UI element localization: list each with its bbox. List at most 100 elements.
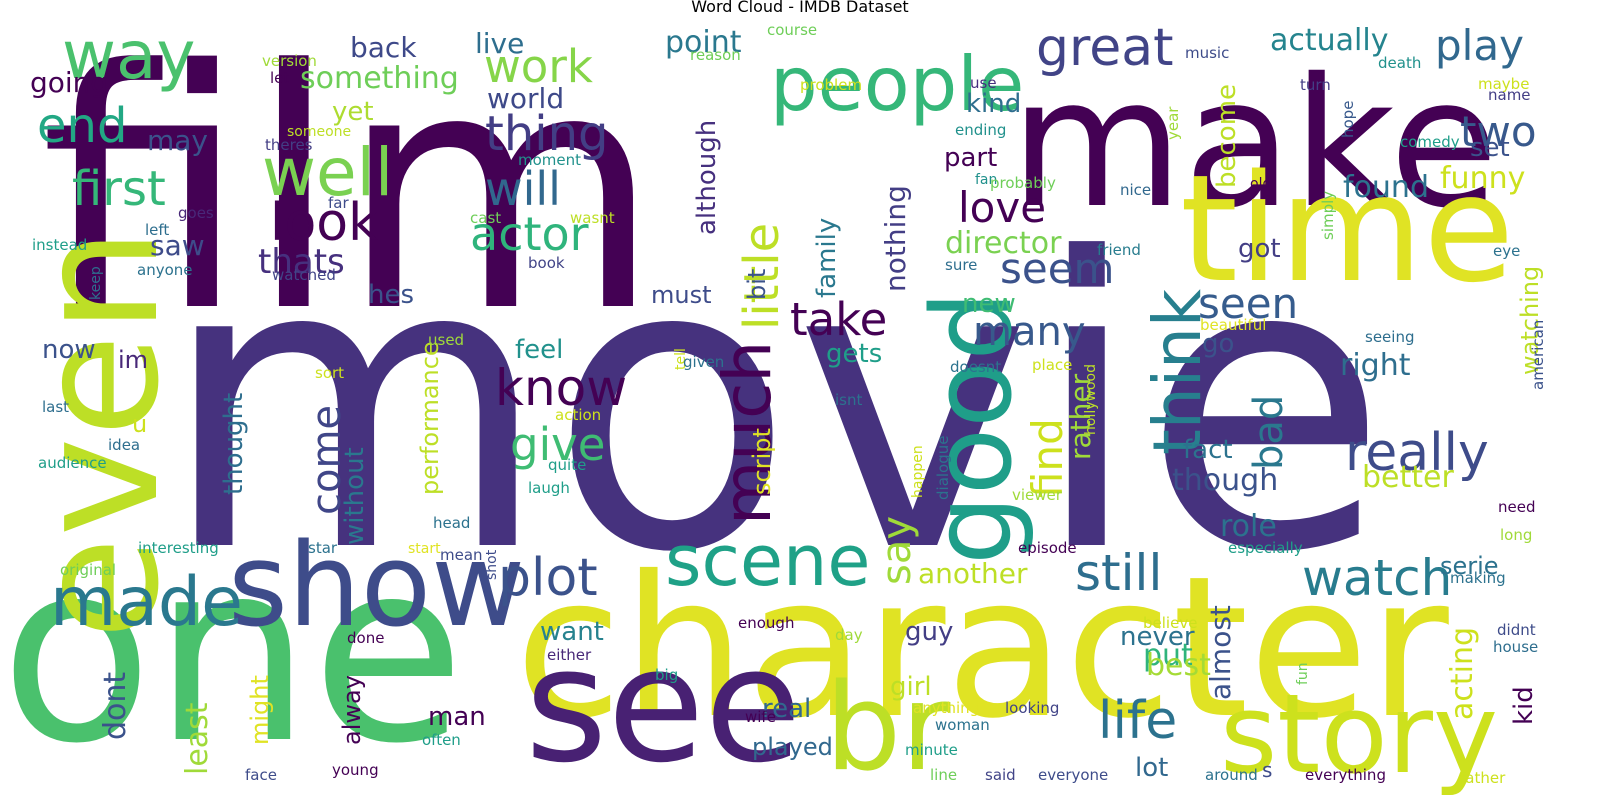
- word-house: house: [1493, 638, 1538, 656]
- word-used: used: [428, 331, 464, 349]
- word-star: star: [308, 539, 338, 557]
- word-least: least: [180, 702, 215, 775]
- word-funny: funny: [1440, 161, 1525, 196]
- word-goes: goes: [178, 204, 214, 222]
- word-first: first: [72, 161, 166, 217]
- word-everything: everything: [1305, 766, 1386, 784]
- word-quite: quite: [548, 456, 586, 474]
- word-must: must: [651, 281, 712, 309]
- word-someone: someone: [287, 124, 351, 140]
- word-role: role: [1220, 509, 1277, 544]
- word-something: something: [300, 61, 459, 96]
- word-performance: performance: [416, 341, 444, 495]
- word-didnt: didnt: [1497, 621, 1536, 639]
- word-going: going: [30, 66, 108, 99]
- word-actually: actually: [1270, 23, 1388, 58]
- word-viewer: viewer: [1012, 486, 1063, 504]
- word-script: script: [748, 428, 776, 495]
- word-way: way: [62, 17, 195, 94]
- word-making: making: [1450, 569, 1506, 587]
- word-need: need: [1498, 498, 1536, 516]
- word-put: put: [1143, 638, 1193, 673]
- word-world: world: [487, 82, 564, 115]
- word-woman: woman: [935, 716, 990, 734]
- word-simply: simply: [1319, 191, 1337, 240]
- word-long: long: [1500, 526, 1532, 544]
- word-line: line: [930, 766, 957, 784]
- word-father: father: [1460, 769, 1506, 787]
- word-right: right: [1340, 348, 1411, 383]
- word-will: will: [485, 162, 561, 216]
- word-better: better: [1362, 460, 1454, 495]
- word-said: said: [985, 766, 1016, 784]
- word-day: day: [835, 626, 863, 644]
- word-almost: almost: [1204, 605, 1237, 700]
- word-become: become: [1212, 84, 1242, 188]
- word-seeing: seeing: [1365, 328, 1414, 346]
- word-far: far: [328, 194, 349, 212]
- word-minute: minute: [905, 741, 958, 759]
- word-saw: saw: [150, 229, 205, 262]
- word-show: show: [228, 519, 525, 653]
- word-s: s: [1262, 758, 1272, 782]
- word-want: want: [540, 617, 604, 647]
- word-isnt: isnt: [835, 391, 862, 409]
- word-keep: keep: [88, 266, 104, 300]
- word-death: death: [1378, 54, 1421, 72]
- chart-title: Word Cloud - IMDB Dataset: [691, 0, 909, 16]
- word-real: real: [762, 694, 811, 724]
- word-plot: plot: [498, 548, 598, 608]
- word-serie: serie: [1440, 552, 1499, 580]
- word-kind: kind: [966, 89, 1021, 119]
- word-anything: anything: [913, 699, 979, 717]
- word-done: done: [347, 629, 384, 647]
- word-point: point: [665, 25, 742, 60]
- word-american: american: [1529, 320, 1547, 390]
- word-enough: enough: [738, 614, 794, 632]
- word-theres: theres: [265, 136, 313, 154]
- word-either: either: [547, 646, 592, 664]
- word-kid: kid: [1509, 686, 1539, 725]
- word-played: played: [752, 733, 833, 761]
- word-hollywood: hollywood: [1083, 364, 1099, 435]
- word-version: version: [262, 52, 317, 70]
- word-even: even: [0, 227, 196, 640]
- word-book: book: [528, 254, 565, 272]
- word-hope: hope: [1339, 101, 1357, 138]
- word-wasnt: wasnt: [570, 209, 615, 227]
- word-actor: actor: [470, 207, 589, 261]
- word-fan: fan: [975, 172, 997, 188]
- word-now: now: [42, 335, 96, 365]
- word-anyone: anyone: [137, 261, 193, 279]
- word-great: great: [1036, 18, 1174, 78]
- word-well: well: [262, 134, 393, 211]
- word-nice: nice: [1120, 181, 1151, 199]
- word-director: director: [945, 226, 1062, 261]
- word-many: many: [973, 309, 1086, 355]
- word-may: may: [147, 124, 208, 157]
- word-really: really: [1345, 423, 1489, 483]
- word-gets: gets: [826, 339, 882, 369]
- word-set: set: [1470, 133, 1510, 163]
- word-although: although: [692, 120, 722, 235]
- word-place: place: [1032, 356, 1072, 374]
- word-yet: yet: [332, 97, 374, 127]
- word-old: old: [1250, 176, 1271, 192]
- word-take: take: [790, 293, 887, 346]
- word-moment: moment: [518, 151, 581, 169]
- word-young: young: [332, 761, 379, 779]
- word-beautiful: beautiful: [1200, 316, 1266, 334]
- word-give: give: [510, 418, 605, 471]
- word-new: new: [962, 289, 1016, 319]
- word-bit: bit: [743, 269, 771, 300]
- word-thing: thing: [485, 106, 608, 162]
- word-though: though: [1172, 463, 1278, 498]
- word-love: love: [958, 183, 1046, 232]
- word-still: still: [1075, 544, 1162, 602]
- word-go: go: [1202, 329, 1234, 359]
- word-ending: ending: [955, 121, 1006, 139]
- word-seen: seen: [1198, 279, 1298, 328]
- word-head: head: [433, 514, 470, 532]
- word-seem: seem: [1000, 244, 1114, 293]
- word-fun: fun: [1295, 662, 1311, 685]
